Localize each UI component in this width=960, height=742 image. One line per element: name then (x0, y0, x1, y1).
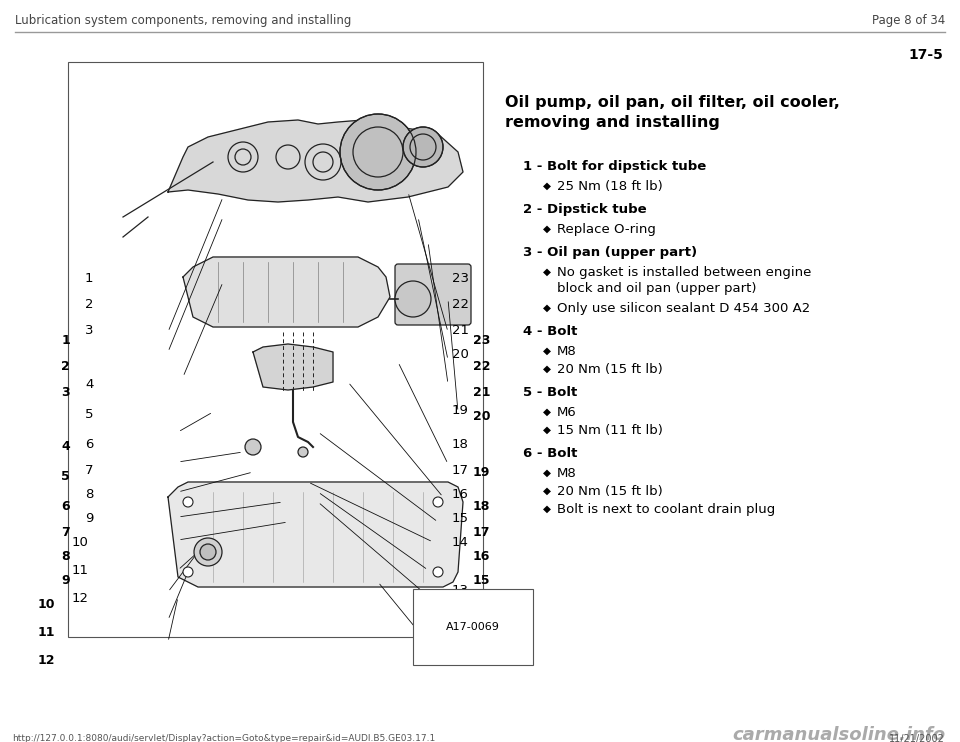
Circle shape (245, 439, 261, 455)
Text: 8: 8 (61, 551, 70, 563)
Text: 25 Nm (18 ft lb): 25 Nm (18 ft lb) (557, 180, 662, 193)
Circle shape (200, 544, 216, 560)
Text: 1: 1 (85, 272, 93, 284)
Text: 4 - Bolt: 4 - Bolt (523, 325, 577, 338)
Text: 11/21/2002: 11/21/2002 (889, 734, 945, 742)
Text: ◆: ◆ (543, 468, 551, 478)
Text: 15 Nm (11 ft lb): 15 Nm (11 ft lb) (557, 424, 662, 437)
Text: 17: 17 (473, 525, 491, 539)
Text: 18: 18 (452, 439, 468, 451)
Text: M8: M8 (557, 467, 577, 480)
Text: ◆: ◆ (543, 364, 551, 374)
Text: 21: 21 (473, 386, 491, 398)
Text: 9: 9 (85, 511, 93, 525)
Text: ◆: ◆ (543, 181, 551, 191)
Text: 14: 14 (473, 597, 491, 611)
Text: 11: 11 (37, 626, 55, 639)
Text: Page 8 of 34: Page 8 of 34 (872, 14, 945, 27)
Text: ◆: ◆ (543, 224, 551, 234)
Text: 23: 23 (473, 333, 491, 347)
Text: 10: 10 (72, 536, 89, 548)
Text: ◆: ◆ (543, 407, 551, 417)
Text: 11: 11 (72, 563, 89, 577)
Text: 21: 21 (452, 324, 469, 337)
Text: 1: 1 (61, 333, 70, 347)
Text: 6: 6 (85, 439, 93, 451)
Text: 15: 15 (473, 574, 491, 586)
Text: ◆: ◆ (543, 486, 551, 496)
Circle shape (183, 497, 193, 507)
Text: 22: 22 (473, 361, 491, 373)
Circle shape (403, 127, 443, 167)
FancyBboxPatch shape (395, 264, 471, 325)
Text: 16: 16 (473, 551, 491, 563)
Text: Lubrication system components, removing and installing: Lubrication system components, removing … (15, 14, 351, 27)
Text: 3: 3 (61, 386, 70, 398)
Text: 20 Nm (15 ft lb): 20 Nm (15 ft lb) (557, 485, 662, 498)
Text: 3: 3 (85, 324, 93, 337)
Text: 7: 7 (61, 525, 70, 539)
Circle shape (433, 497, 443, 507)
Text: 8: 8 (85, 488, 93, 502)
Text: 13: 13 (473, 646, 491, 658)
Text: ◆: ◆ (543, 303, 551, 313)
Text: 16: 16 (452, 488, 468, 502)
Text: 7: 7 (85, 464, 93, 476)
Circle shape (395, 281, 431, 317)
Text: 20 Nm (15 ft lb): 20 Nm (15 ft lb) (557, 363, 662, 376)
Text: M6: M6 (557, 406, 577, 419)
Text: 17-5: 17-5 (908, 48, 943, 62)
Text: 2: 2 (61, 361, 70, 373)
Text: 3 - Oil pan (upper part): 3 - Oil pan (upper part) (523, 246, 697, 259)
Circle shape (433, 567, 443, 577)
Text: 12: 12 (37, 654, 55, 666)
Text: Replace O-ring: Replace O-ring (557, 223, 656, 236)
Circle shape (183, 567, 193, 577)
Text: 23: 23 (452, 272, 469, 284)
Text: 2 - Dipstick tube: 2 - Dipstick tube (523, 203, 647, 216)
Text: ◆: ◆ (543, 267, 551, 277)
Text: 18: 18 (473, 501, 491, 513)
Text: M8: M8 (557, 345, 577, 358)
Bar (68, 62, 483, 637)
Text: Only use silicon sealant D 454 300 A2: Only use silicon sealant D 454 300 A2 (557, 302, 810, 315)
Text: ◆: ◆ (543, 504, 551, 514)
Text: 9: 9 (61, 574, 70, 586)
Text: 4: 4 (61, 441, 70, 453)
Text: ◆: ◆ (543, 346, 551, 356)
Text: 15: 15 (452, 511, 469, 525)
Polygon shape (168, 120, 463, 202)
Text: 5 - Bolt: 5 - Bolt (523, 386, 577, 399)
Text: 19: 19 (473, 465, 491, 479)
Polygon shape (183, 257, 390, 327)
Text: 13: 13 (452, 583, 469, 597)
Text: 20: 20 (473, 410, 491, 424)
Text: 1 - Bolt for dipstick tube: 1 - Bolt for dipstick tube (523, 160, 707, 173)
Text: 17: 17 (452, 464, 469, 476)
Circle shape (340, 114, 416, 190)
Polygon shape (168, 482, 463, 587)
Text: 2: 2 (85, 298, 93, 312)
Circle shape (194, 538, 222, 566)
Text: 6 - Bolt: 6 - Bolt (523, 447, 577, 460)
Text: A17-0069: A17-0069 (446, 622, 500, 632)
Text: 22: 22 (452, 298, 469, 312)
Text: 20: 20 (452, 349, 468, 361)
Text: 5: 5 (61, 470, 70, 484)
Circle shape (298, 447, 308, 457)
Text: 14: 14 (452, 536, 468, 548)
Polygon shape (253, 344, 333, 390)
Text: ◆: ◆ (543, 425, 551, 435)
Text: No gasket is installed between engine
block and oil pan (upper part): No gasket is installed between engine bl… (557, 266, 811, 295)
Text: Oil pump, oil pan, oil filter, oil cooler,
removing and installing: Oil pump, oil pan, oil filter, oil coole… (505, 95, 840, 130)
Text: 10: 10 (37, 597, 55, 611)
Text: 6: 6 (61, 501, 70, 513)
Text: Bolt is next to coolant drain plug: Bolt is next to coolant drain plug (557, 503, 776, 516)
Text: http://127.0.0.1:8080/audi/servlet/Display?action=Goto&type=repair&id=AUDI.B5.GE: http://127.0.0.1:8080/audi/servlet/Displ… (12, 734, 435, 742)
Text: 5: 5 (85, 409, 93, 421)
Text: 19: 19 (452, 404, 468, 416)
Text: 12: 12 (72, 591, 89, 605)
Text: 4: 4 (85, 378, 93, 392)
Text: carmanualsoline.info: carmanualsoline.info (732, 726, 945, 742)
